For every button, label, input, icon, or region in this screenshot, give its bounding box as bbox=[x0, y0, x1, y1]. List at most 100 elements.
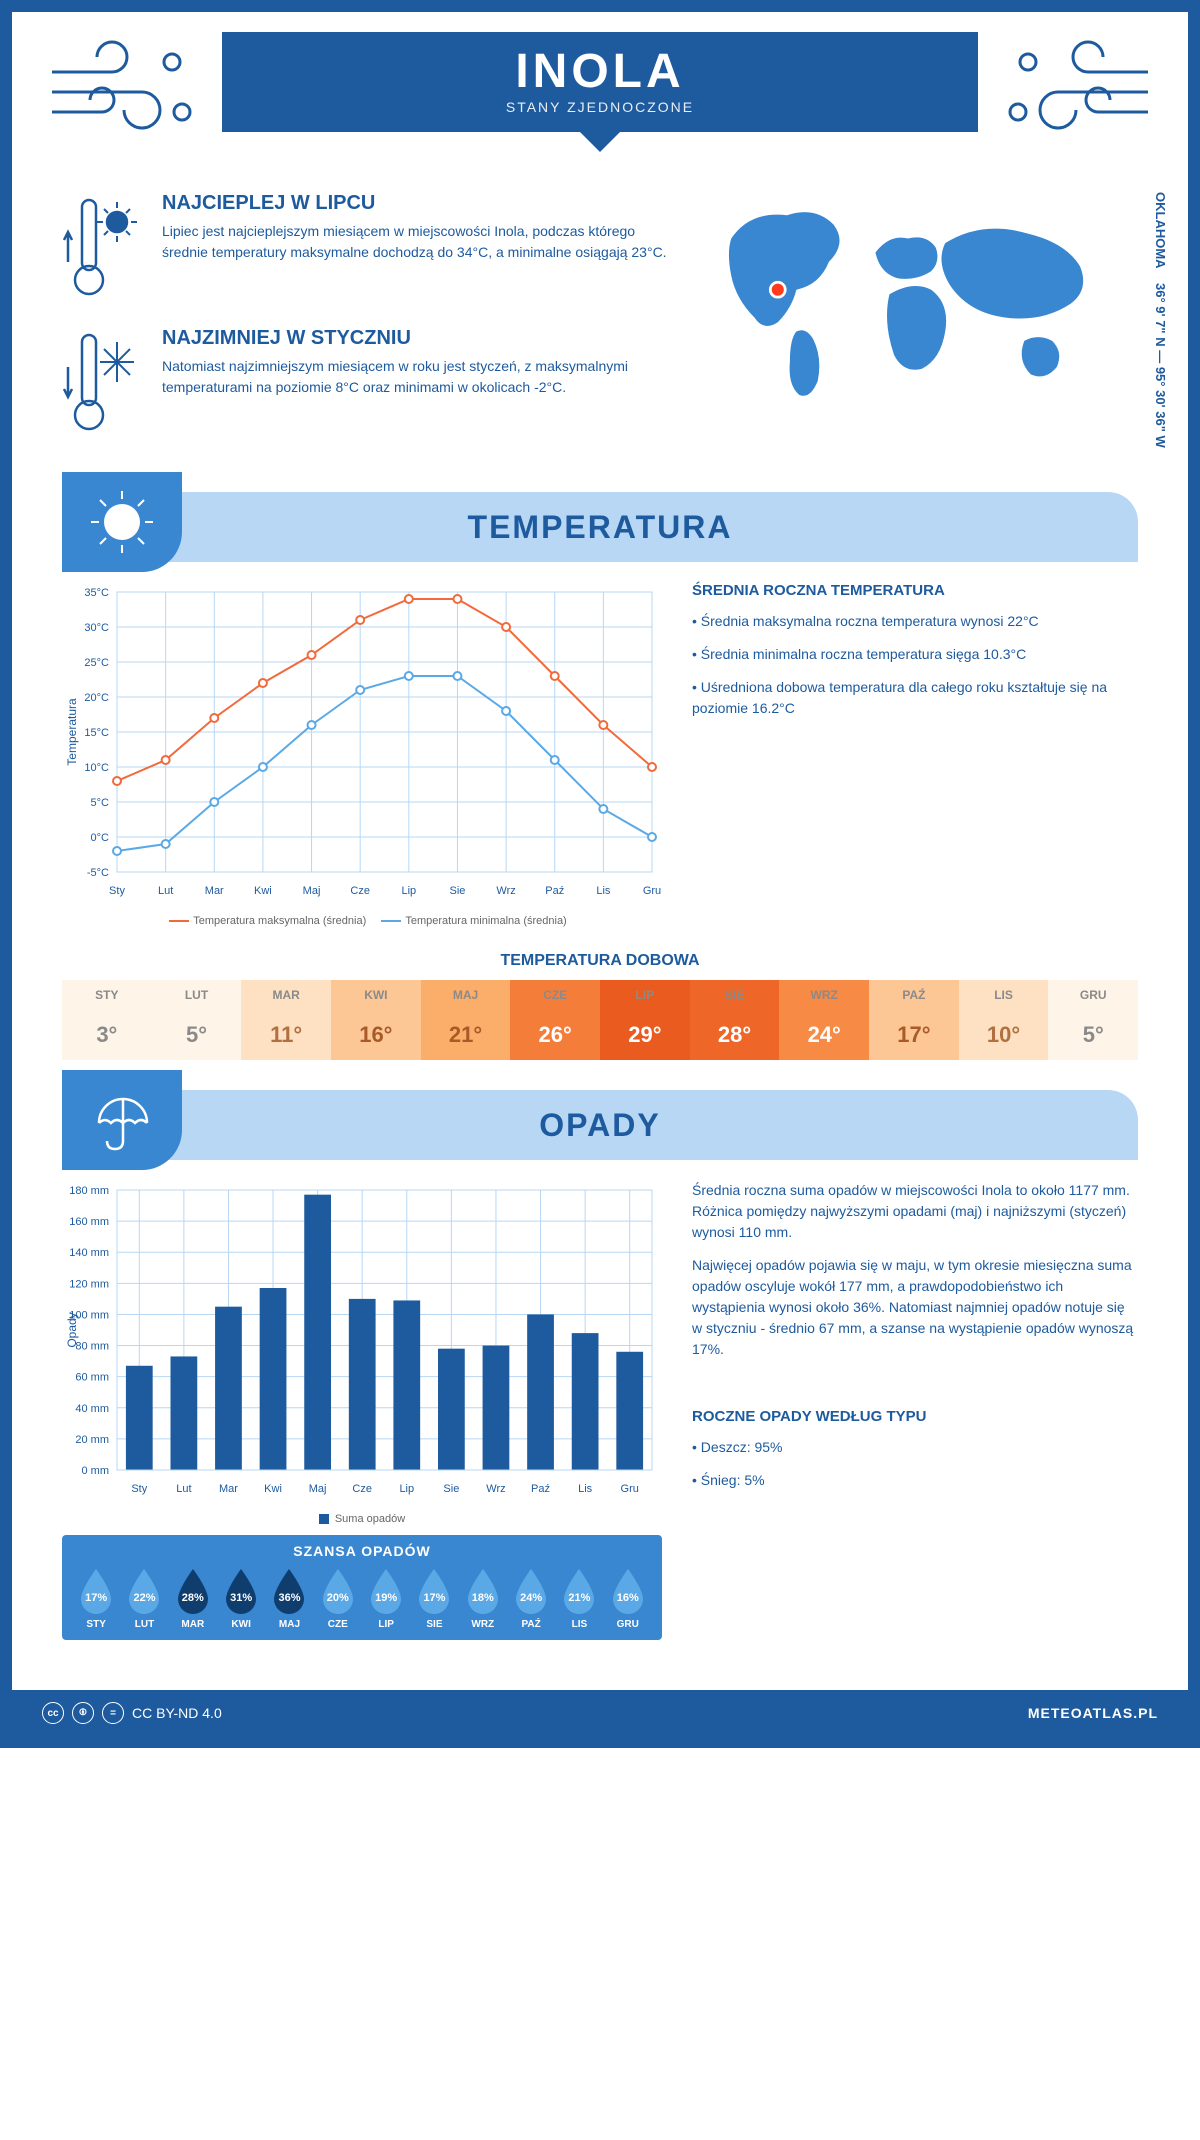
svg-text:140 mm: 140 mm bbox=[69, 1247, 109, 1259]
chance-cell: 17% SIE bbox=[415, 1567, 453, 1630]
fact-hot: NAJCIEPLEJ W LIPCU Lipiec jest najcieple… bbox=[62, 192, 678, 302]
svg-text:35°C: 35°C bbox=[84, 587, 109, 599]
map-column: OKLAHOMA 36° 9' 7" N — 95° 30' 36" W bbox=[708, 192, 1138, 462]
chance-cell: 20% CZE bbox=[319, 1567, 357, 1630]
drop-icon: 16% bbox=[609, 1567, 647, 1615]
svg-text:Mar: Mar bbox=[205, 885, 224, 897]
chance-cell: 16% GRU bbox=[609, 1567, 647, 1630]
temp-side-title: ŚREDNIA ROCZNA TEMPERATURA bbox=[692, 582, 1138, 599]
chance-title: SZANSA OPADÓW bbox=[72, 1543, 652, 1559]
daily-temp-grid: STY 3°LUT 5°MAR 11°KWI 16°MAJ 21°CZE 26°… bbox=[62, 980, 1138, 1060]
chance-cell: 22% LUT bbox=[125, 1567, 163, 1630]
thermometer-hot-icon bbox=[62, 192, 142, 302]
daily-temp-cell: LIS 10° bbox=[959, 980, 1049, 1060]
license-text: CC BY-ND 4.0 bbox=[132, 1705, 222, 1721]
fact-hot-text: Lipiec jest najcieplejszym miesiącem w m… bbox=[162, 221, 678, 263]
temperature-legend: Temperatura maksymalna (średnia) Tempera… bbox=[62, 915, 662, 927]
drop-icon: 19% bbox=[367, 1567, 405, 1615]
svg-text:Lis: Lis bbox=[578, 1483, 593, 1495]
drop-icon: 24% bbox=[512, 1567, 550, 1615]
svg-text:Kwi: Kwi bbox=[254, 885, 272, 897]
chance-cell: 28% MAR bbox=[174, 1567, 212, 1630]
svg-text:Gru: Gru bbox=[621, 1483, 639, 1495]
drop-icon: 31% bbox=[222, 1567, 260, 1615]
svg-text:Lut: Lut bbox=[158, 885, 173, 897]
daily-temp-cell: CZE 26° bbox=[510, 980, 600, 1060]
svg-text:Cze: Cze bbox=[352, 1483, 372, 1495]
svg-text:160 mm: 160 mm bbox=[69, 1216, 109, 1228]
cc-icon: cc bbox=[42, 1702, 64, 1724]
fact-cold-text: Natomiast najzimniejszym miesiącem w rok… bbox=[162, 356, 678, 398]
daily-temp-title: TEMPERATURA DOBOWA bbox=[62, 952, 1138, 970]
chance-cell: 24% PAŹ bbox=[512, 1567, 550, 1630]
svg-text:180 mm: 180 mm bbox=[69, 1185, 109, 1197]
chance-cell: 19% LIP bbox=[367, 1567, 405, 1630]
drop-icon: 28% bbox=[174, 1567, 212, 1615]
precip-paragraph: Średnia roczna suma opadów w miejscowośc… bbox=[692, 1180, 1138, 1243]
svg-text:80 mm: 80 mm bbox=[75, 1341, 109, 1353]
legend-min-label: Temperatura minimalna (średnia) bbox=[405, 915, 566, 927]
daily-temp-cell: LIP 29° bbox=[600, 980, 690, 1060]
temperature-title: TEMPERATURA bbox=[468, 509, 733, 546]
precip-title: OPADY bbox=[539, 1107, 660, 1144]
legend-max-label: Temperatura maksymalna (średnia) bbox=[193, 915, 366, 927]
svg-text:Sie: Sie bbox=[443, 1483, 459, 1495]
daily-temp-cell: LUT 5° bbox=[152, 980, 242, 1060]
chance-cell: 18% WRZ bbox=[464, 1567, 502, 1630]
precip-legend: Suma opadów bbox=[62, 1513, 662, 1525]
svg-text:Kwi: Kwi bbox=[264, 1483, 282, 1495]
header-band: INOLA STANY ZJEDNOCZONE bbox=[222, 32, 978, 132]
svg-text:Maj: Maj bbox=[303, 885, 321, 897]
svg-text:Lut: Lut bbox=[176, 1483, 191, 1495]
svg-text:Lip: Lip bbox=[401, 885, 416, 897]
nd-icon: = bbox=[102, 1702, 124, 1724]
drop-icon: 21% bbox=[560, 1567, 598, 1615]
daily-temp-cell: WRZ 24° bbox=[779, 980, 869, 1060]
wind-icon bbox=[42, 32, 202, 152]
chance-grid: 17% STY 22% LUT 28% MAR 31% KWI 36% MAJ … bbox=[72, 1567, 652, 1630]
svg-text:Gru: Gru bbox=[643, 885, 661, 897]
footer: cc 🅯 = CC BY-ND 4.0 METEOATLAS.PL bbox=[12, 1690, 1188, 1736]
svg-text:Paź: Paź bbox=[545, 885, 564, 897]
svg-text:Sty: Sty bbox=[131, 1483, 147, 1495]
page-title: INOLA bbox=[222, 32, 978, 99]
precip-paragraph: Najwięcej opadów pojawia się w maju, w t… bbox=[692, 1255, 1138, 1360]
intro-row: NAJCIEPLEJ W LIPCU Lipiec jest najcieple… bbox=[62, 192, 1138, 462]
svg-text:20 mm: 20 mm bbox=[75, 1434, 109, 1446]
page-subtitle: STANY ZJEDNOCZONE bbox=[222, 99, 978, 115]
daily-temp-cell: PAŹ 17° bbox=[869, 980, 959, 1060]
svg-text:-5°C: -5°C bbox=[87, 867, 109, 879]
precip-chart: 0 mm20 mm40 mm60 mm80 mm100 mm120 mm140 … bbox=[62, 1180, 662, 1500]
daily-temp-cell: MAJ 21° bbox=[421, 980, 511, 1060]
daily-temp-cell: KWI 16° bbox=[331, 980, 421, 1060]
drop-icon: 17% bbox=[415, 1567, 453, 1615]
sun-icon bbox=[62, 472, 182, 572]
svg-text:0°C: 0°C bbox=[91, 832, 110, 844]
svg-text:Wrz: Wrz bbox=[496, 885, 515, 897]
chance-cell: 17% STY bbox=[77, 1567, 115, 1630]
fact-cold: NAJZIMNIEJ W STYCZNIU Natomiast najzimni… bbox=[62, 327, 678, 437]
chance-cell: 31% KWI bbox=[222, 1567, 260, 1630]
svg-text:15°C: 15°C bbox=[84, 727, 109, 739]
temperature-row: -5°C0°C5°C10°C15°C20°C25°C30°C35°CStyLut… bbox=[62, 582, 1138, 927]
svg-text:5°C: 5°C bbox=[91, 797, 110, 809]
precip-legend-label: Suma opadów bbox=[335, 1513, 405, 1525]
header: INOLA STANY ZJEDNOCZONE bbox=[12, 12, 1188, 172]
umbrella-icon bbox=[62, 1070, 182, 1170]
wind-icon bbox=[998, 32, 1158, 152]
svg-text:Wrz: Wrz bbox=[486, 1483, 505, 1495]
precip-row: 0 mm20 mm40 mm60 mm80 mm100 mm120 mm140 … bbox=[62, 1180, 1138, 1640]
daily-temp-cell: MAR 11° bbox=[241, 980, 331, 1060]
drop-icon: 20% bbox=[319, 1567, 357, 1615]
temperature-section-header: TEMPERATURA bbox=[62, 492, 1138, 562]
daily-temp-cell: GRU 5° bbox=[1048, 980, 1138, 1060]
precip-type-bullet: • Deszcz: 95% bbox=[692, 1437, 1138, 1458]
svg-text:40 mm: 40 mm bbox=[75, 1403, 109, 1415]
svg-text:Paź: Paź bbox=[531, 1483, 550, 1495]
svg-text:0 mm: 0 mm bbox=[82, 1465, 110, 1477]
precip-chart-column: 0 mm20 mm40 mm60 mm80 mm100 mm120 mm140 … bbox=[62, 1180, 662, 1640]
svg-text:Maj: Maj bbox=[309, 1483, 327, 1495]
page: INOLA STANY ZJEDNOCZONE NAJCIE bbox=[0, 0, 1200, 1748]
license-block: cc 🅯 = CC BY-ND 4.0 bbox=[42, 1702, 222, 1724]
temp-bullet: • Uśredniona dobowa temperatura dla całe… bbox=[692, 677, 1138, 719]
